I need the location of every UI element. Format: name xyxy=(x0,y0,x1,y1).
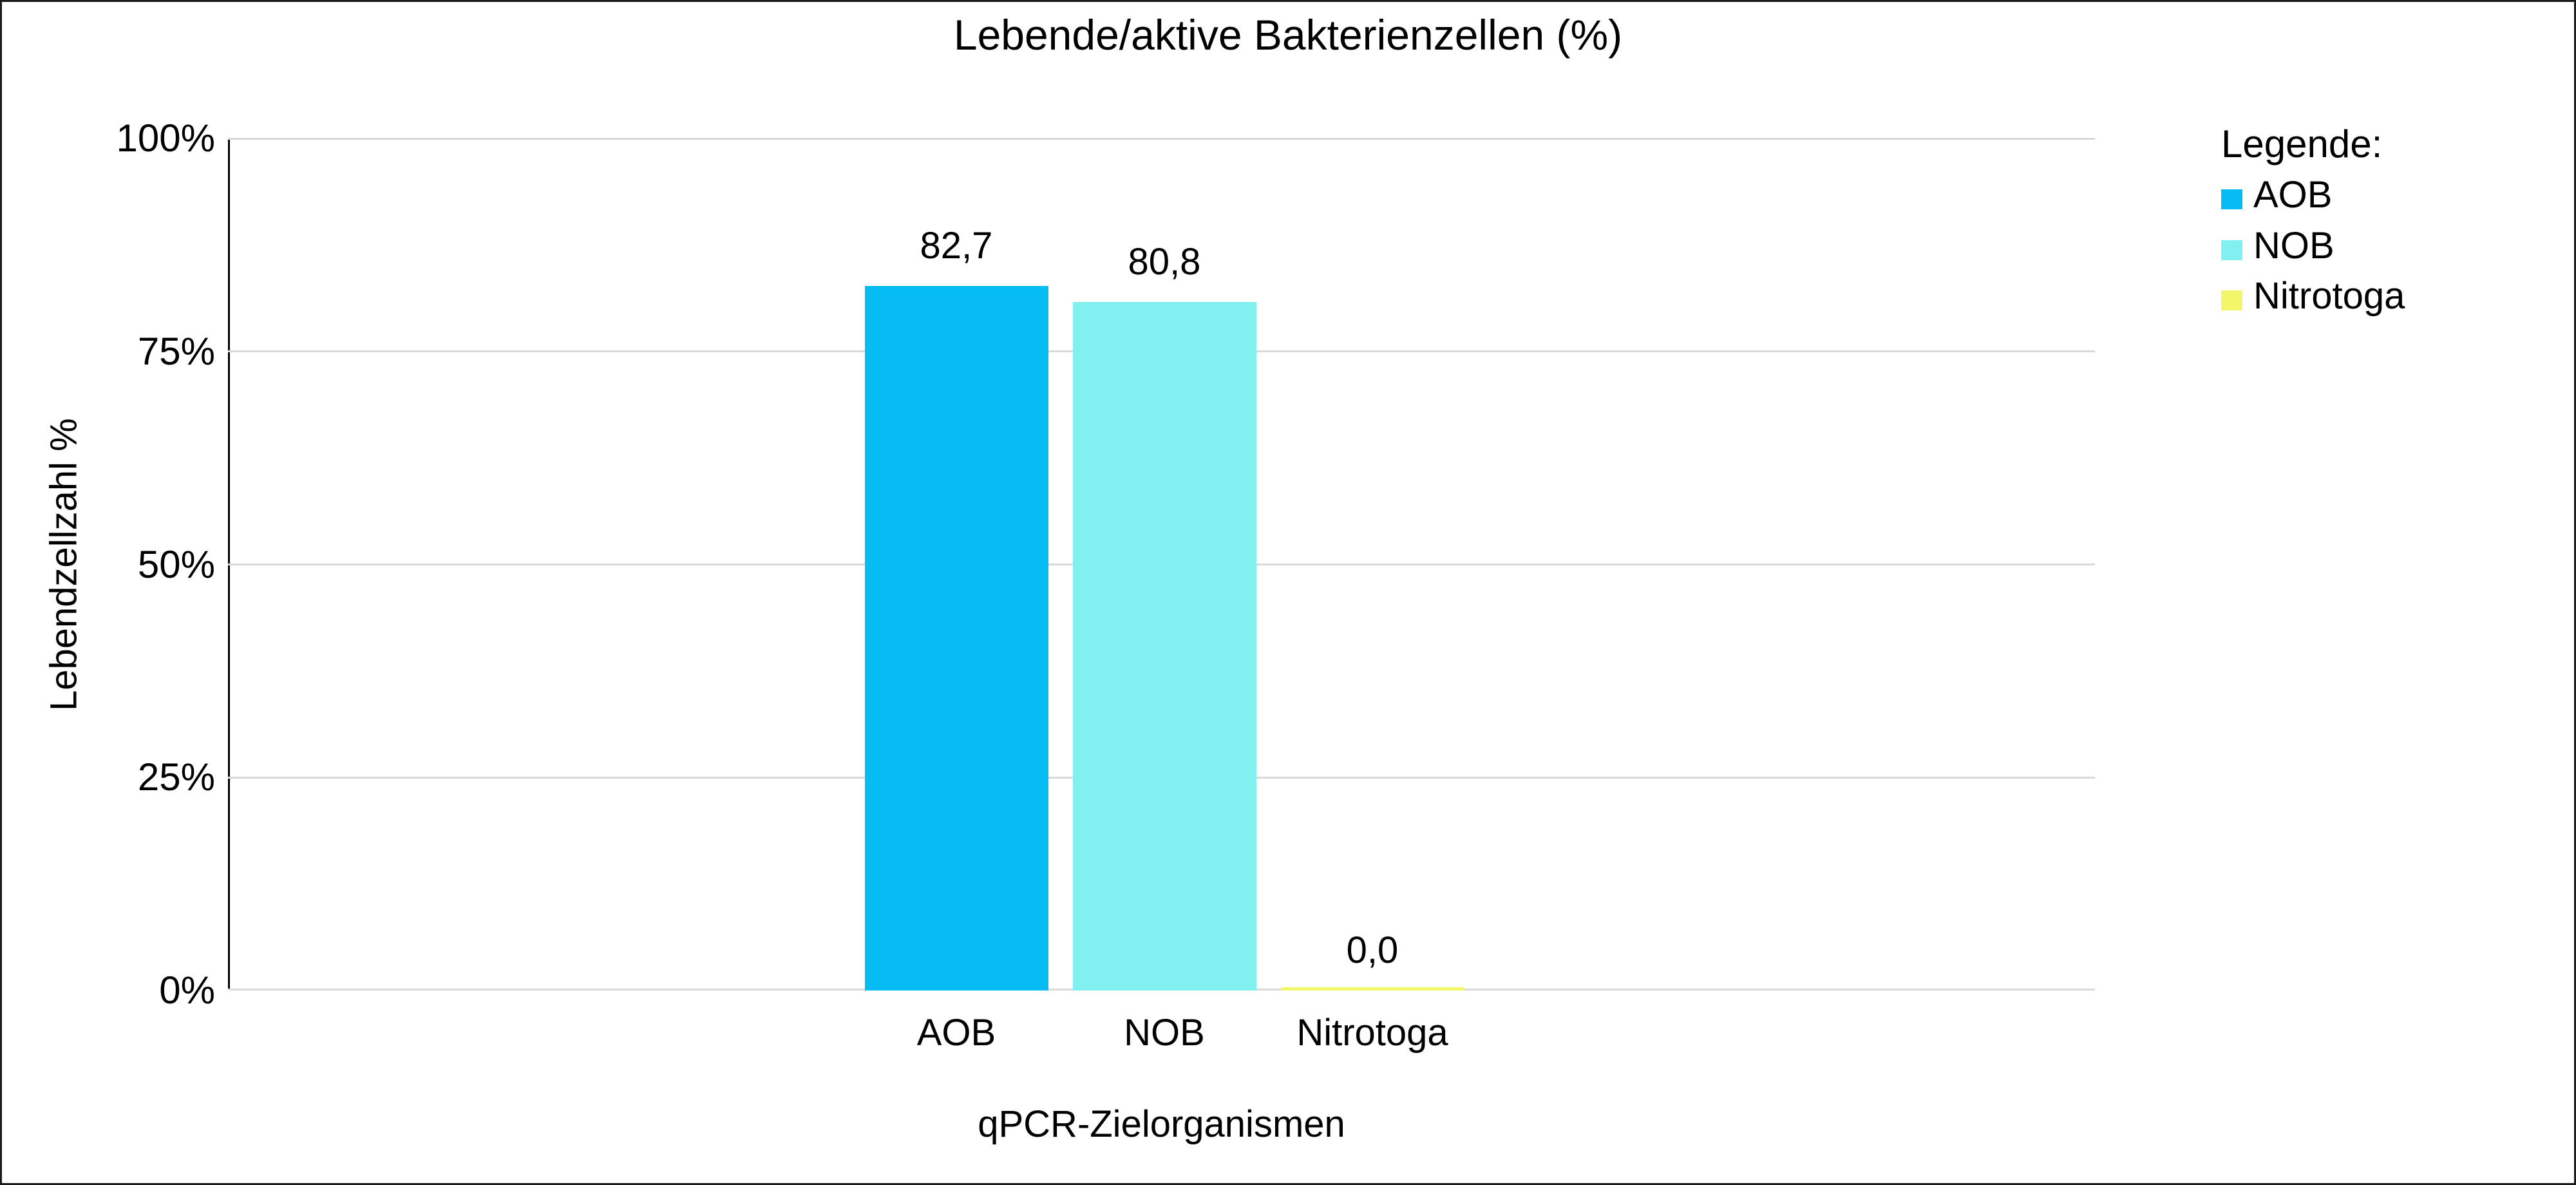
legend-title: Legende: xyxy=(2221,122,2383,166)
plot-area: qPCR-Zielorganismen 0% 25% 50% 75% 100% 82,7 A… xyxy=(117,119,2095,1144)
legend-item-aob: AOB xyxy=(2221,174,2405,217)
legend-label-nitrotoga: Nitrotoga xyxy=(2253,275,2405,318)
legend-label-nob: NOB xyxy=(2253,224,2334,267)
legend-label-aob: AOB xyxy=(2253,174,2333,216)
legend-item-nitrotoga: Nitrotoga xyxy=(2221,275,2405,318)
bar-value-label-nob: 80,8 xyxy=(1128,241,1201,283)
ytick-label-100: 100% xyxy=(116,117,215,160)
ytick-label-25: 25% xyxy=(137,755,215,799)
ytick-label-50: 50% xyxy=(137,542,215,586)
legend: Legende: AOB NOB Nitrotoga xyxy=(2221,122,2405,318)
bar-value-label-nitrotoga: 0,0 xyxy=(1346,929,1399,972)
ytick-label-75: 75% xyxy=(137,329,215,373)
xtick-label-aob: AOB xyxy=(916,1012,996,1054)
legend-item-nob: NOB xyxy=(2221,225,2405,268)
legend-swatch-nitrotoga-icon xyxy=(2221,290,2242,311)
chart-title: Lebende/aktive Bakterienzellen (%) xyxy=(953,11,1623,59)
legend-swatch-nob-icon xyxy=(2221,240,2242,260)
bar-value-label-aob: 82,7 xyxy=(920,225,993,267)
bar-aob xyxy=(864,285,1048,991)
legend-swatch-aob-icon xyxy=(2221,189,2242,209)
x-axis-title: qPCR-Zielorganismen xyxy=(978,1103,1345,1145)
xtick-label-nob: NOB xyxy=(1124,1012,1205,1054)
y-axis-title: Lebendzellzahl % xyxy=(43,418,85,711)
bar-nob xyxy=(1072,302,1256,991)
xtick-label-nitrotoga: Nitrotoga xyxy=(1296,1012,1448,1054)
ytick-label-0: 0% xyxy=(159,969,215,1012)
gridline-100pct xyxy=(228,137,2095,140)
bar-nitrotoga xyxy=(1280,987,1464,991)
